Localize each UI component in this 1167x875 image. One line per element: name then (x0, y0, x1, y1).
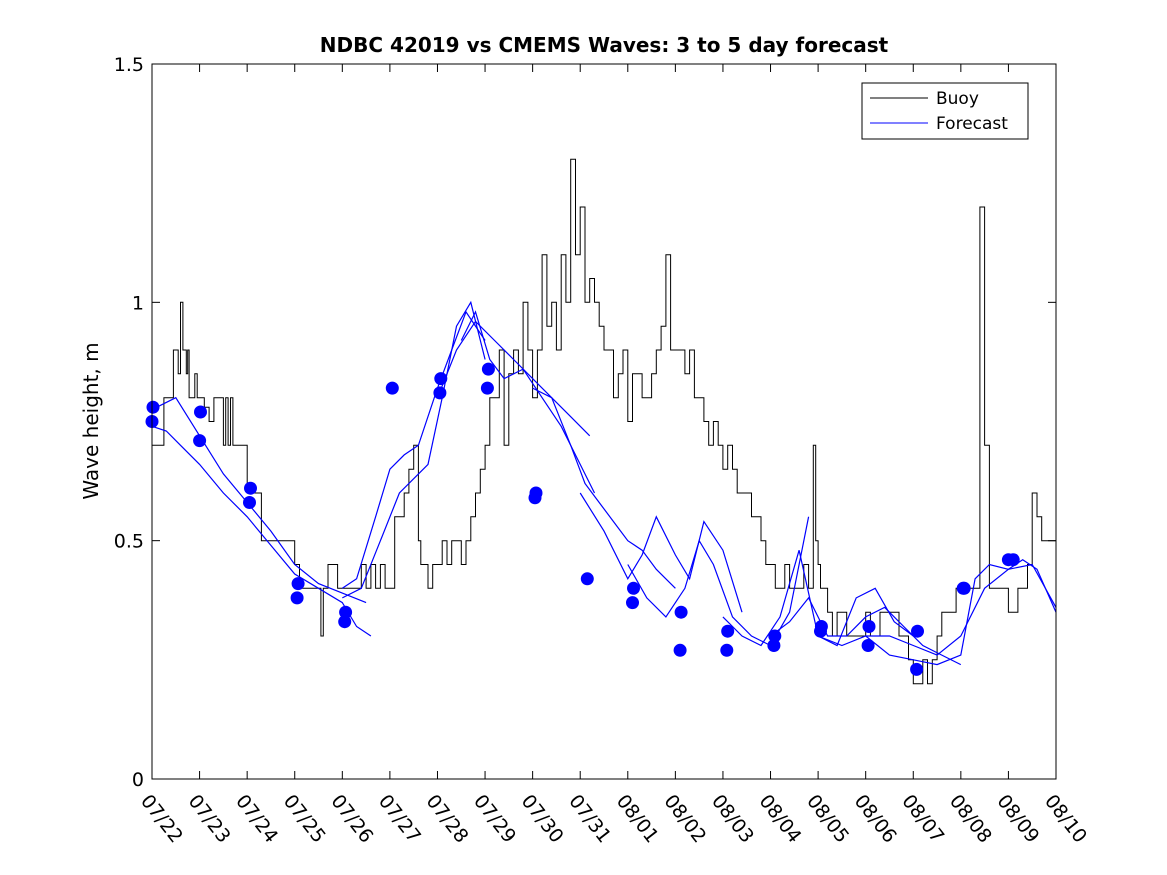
forecast-marker (911, 624, 924, 638)
forecast-line-10 (770, 596, 962, 666)
forecast-marker (480, 381, 494, 395)
legend: Buoy Forecast (861, 82, 1029, 140)
forecast-marker (481, 362, 495, 376)
forecast-line-11 (817, 563, 1057, 656)
forecast-marker (580, 572, 594, 586)
legend-buoy-label: Buoy (936, 89, 979, 109)
legend-box (861, 82, 1029, 140)
y-tick-label: 0.5 (114, 531, 144, 553)
y-tick-label: 1.5 (114, 54, 144, 76)
forecast-marker-layer (145, 362, 1020, 676)
forecast-marker (721, 624, 735, 638)
y-tick-label: 0 (132, 769, 144, 791)
forecast-marker (290, 591, 304, 605)
forecast-line-5 (460, 310, 596, 494)
forecast-marker (674, 605, 688, 619)
forecast-marker (434, 372, 448, 386)
forecast-marker (244, 481, 257, 495)
forecast-marker (385, 381, 399, 395)
forecast-marker (291, 577, 305, 591)
forecast-marker (768, 629, 782, 643)
forecast-line-12 (865, 558, 1057, 666)
forecast-marker (433, 386, 447, 400)
forecast-marker (861, 639, 875, 652)
forecast-marker (720, 643, 734, 657)
forecast-marker (673, 643, 687, 657)
buoy-line (152, 158, 1056, 685)
forecast-marker (529, 486, 543, 500)
forecast-line-3 (342, 300, 486, 599)
forecast-marker (910, 662, 924, 676)
forecast-marker (767, 639, 781, 652)
forecast-marker (957, 581, 971, 595)
forecast-marker (627, 581, 640, 595)
y-axis-label: Wave height, m (79, 342, 103, 499)
buoy-series-layer (152, 158, 1056, 685)
forecast-line-7 (579, 492, 743, 613)
forecast-marker (339, 605, 353, 619)
forecast-marker (193, 434, 207, 448)
forecast-marker (1006, 553, 1020, 567)
y-tick-label: 1 (132, 292, 144, 314)
forecast-line-6 (532, 387, 676, 589)
forecast-line-2 (341, 310, 486, 589)
forecast-marker (626, 596, 639, 610)
forecast-marker (338, 615, 352, 629)
legend-forecast-label: Forecast (936, 114, 1008, 134)
plot-area (145, 158, 1057, 685)
forecast-marker (194, 405, 207, 419)
axes-box (151, 63, 1057, 780)
y-ticks: 0 0.5 1 1.5 (114, 54, 1056, 791)
chart-title: NDBC 42019 vs CMEMS Waves: 3 to 5 day fo… (320, 33, 889, 57)
forecast-marker (862, 620, 876, 633)
forecast-marker (146, 400, 160, 414)
forecast-line-4 (436, 320, 591, 437)
forecast-marker (814, 620, 828, 633)
forecast-line-1 (156, 396, 367, 604)
forecast-marker (243, 496, 256, 509)
